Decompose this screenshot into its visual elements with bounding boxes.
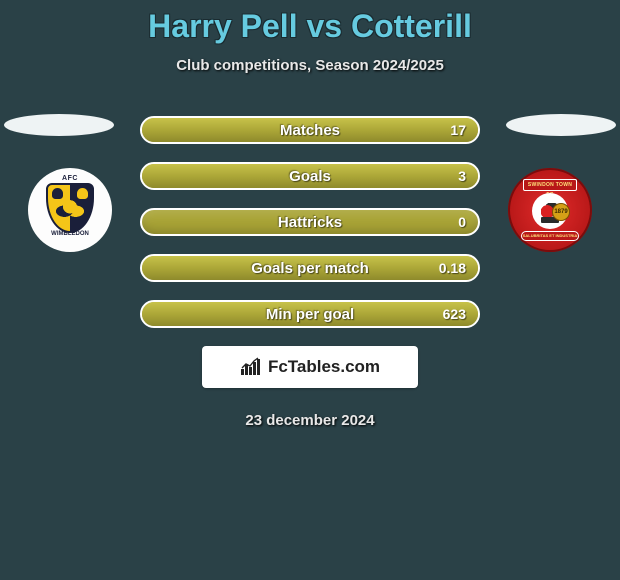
stat-label: Min per goal (266, 306, 354, 323)
stat-bar-hattricks: Hattricks 0 (140, 208, 480, 236)
bar-chart-icon (240, 357, 262, 377)
stat-label: Matches (280, 122, 340, 139)
badge-year: 1879 (552, 203, 570, 221)
stat-bars: Matches 17 Goals 3 Hattricks 0 Goals per… (140, 116, 480, 328)
stat-value-right: 0.18 (439, 260, 466, 276)
badge-text-top: AFC (62, 175, 78, 182)
stat-bar-goals-per-match: Goals per match 0.18 (140, 254, 480, 282)
stat-value-right: 0 (458, 214, 466, 230)
shield-icon (46, 183, 94, 233)
stat-label: Goals (289, 168, 331, 185)
stat-value-right: 3 (458, 168, 466, 184)
brand-link[interactable]: FcTables.com (202, 346, 418, 388)
badge-inner-left: AFC WIMBLEDON (39, 175, 101, 245)
stats-area: AFC WIMBLEDON SWINDON TOWN FC 1879 SALUB… (0, 116, 620, 429)
eagle-body-icon (56, 198, 84, 220)
player-photo-right (506, 114, 616, 136)
ribbon-bottom: SALUBRITAS ET INDUSTRIA (521, 231, 579, 241)
club-badge-left: AFC WIMBLEDON (28, 168, 112, 252)
brand-text: FcTables.com (268, 357, 380, 377)
badge-inner-right: SWINDON TOWN FC 1879 SALUBRITAS ET INDUS… (519, 179, 581, 241)
stat-value-right: 17 (450, 122, 466, 138)
stat-label: Hattricks (278, 214, 342, 231)
player-photo-left (4, 114, 114, 136)
stat-label: Goals per match (251, 260, 369, 277)
stat-bar-matches: Matches 17 (140, 116, 480, 144)
club-badge-right: SWINDON TOWN FC 1879 SALUBRITAS ET INDUS… (508, 168, 592, 252)
stat-value-right: 623 (443, 306, 466, 322)
comparison-card: Harry Pell vs Cotterill Club competition… (0, 0, 620, 429)
stat-bar-goals: Goals 3 (140, 162, 480, 190)
page-title: Harry Pell vs Cotterill (0, 8, 620, 45)
as-of-date: 23 december 2024 (0, 412, 620, 429)
stat-bar-min-per-goal: Min per goal 623 (140, 300, 480, 328)
ribbon-top: SWINDON TOWN FC (523, 179, 577, 191)
page-subtitle: Club competitions, Season 2024/2025 (0, 57, 620, 74)
badge-disc: 1879 (532, 193, 568, 229)
